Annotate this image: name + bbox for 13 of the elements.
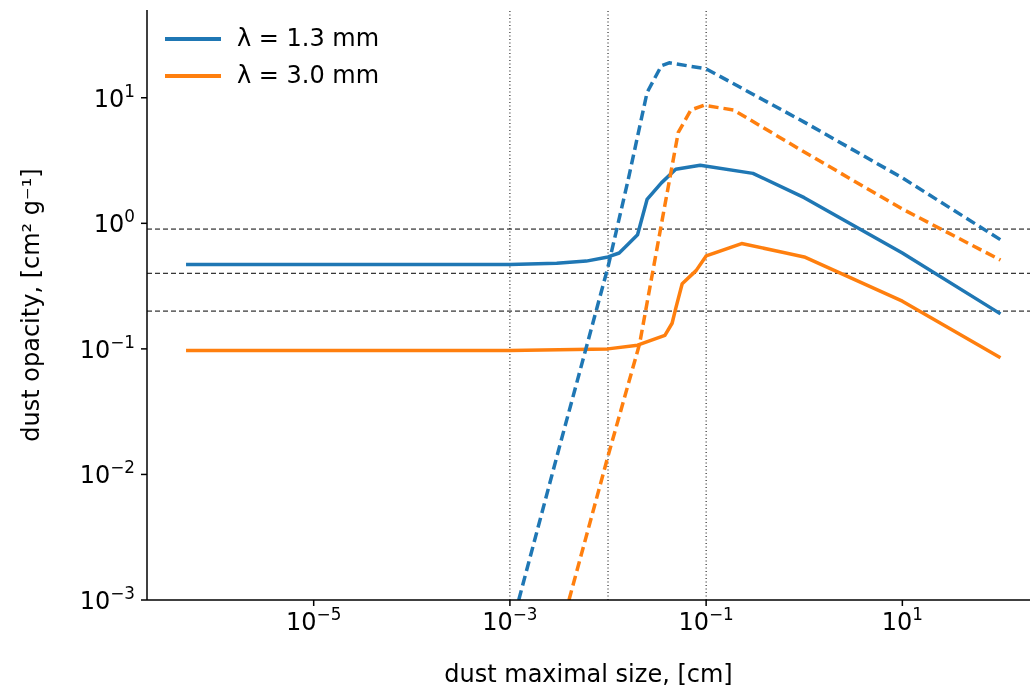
y-tick-label: 10$^{−2}$ (79, 457, 135, 490)
x-axis-title: dust maximal size, [cm] (444, 660, 733, 688)
x-tick-label: 10$^{1}$ (881, 604, 923, 636)
y-tick-label: 10$^{−1}$ (79, 331, 135, 364)
y-tick-label: 10$^{−3}$ (79, 583, 135, 615)
x-tick-label: 10$^{−3}$ (482, 604, 538, 636)
legend-label: λ = 3.0 mm (237, 60, 380, 91)
y-tick-label: 10$^{0}$ (93, 206, 135, 239)
y-tick-label: 10$^{1}$ (93, 80, 135, 113)
x-tick-label: 10$^{−5}$ (286, 604, 342, 636)
y-axis-title: dust opacity, [cm² g⁻¹] (16, 168, 45, 442)
legend-label: λ = 1.3 mm (237, 23, 380, 54)
x-tick-label: 10$^{−1}$ (678, 604, 734, 636)
